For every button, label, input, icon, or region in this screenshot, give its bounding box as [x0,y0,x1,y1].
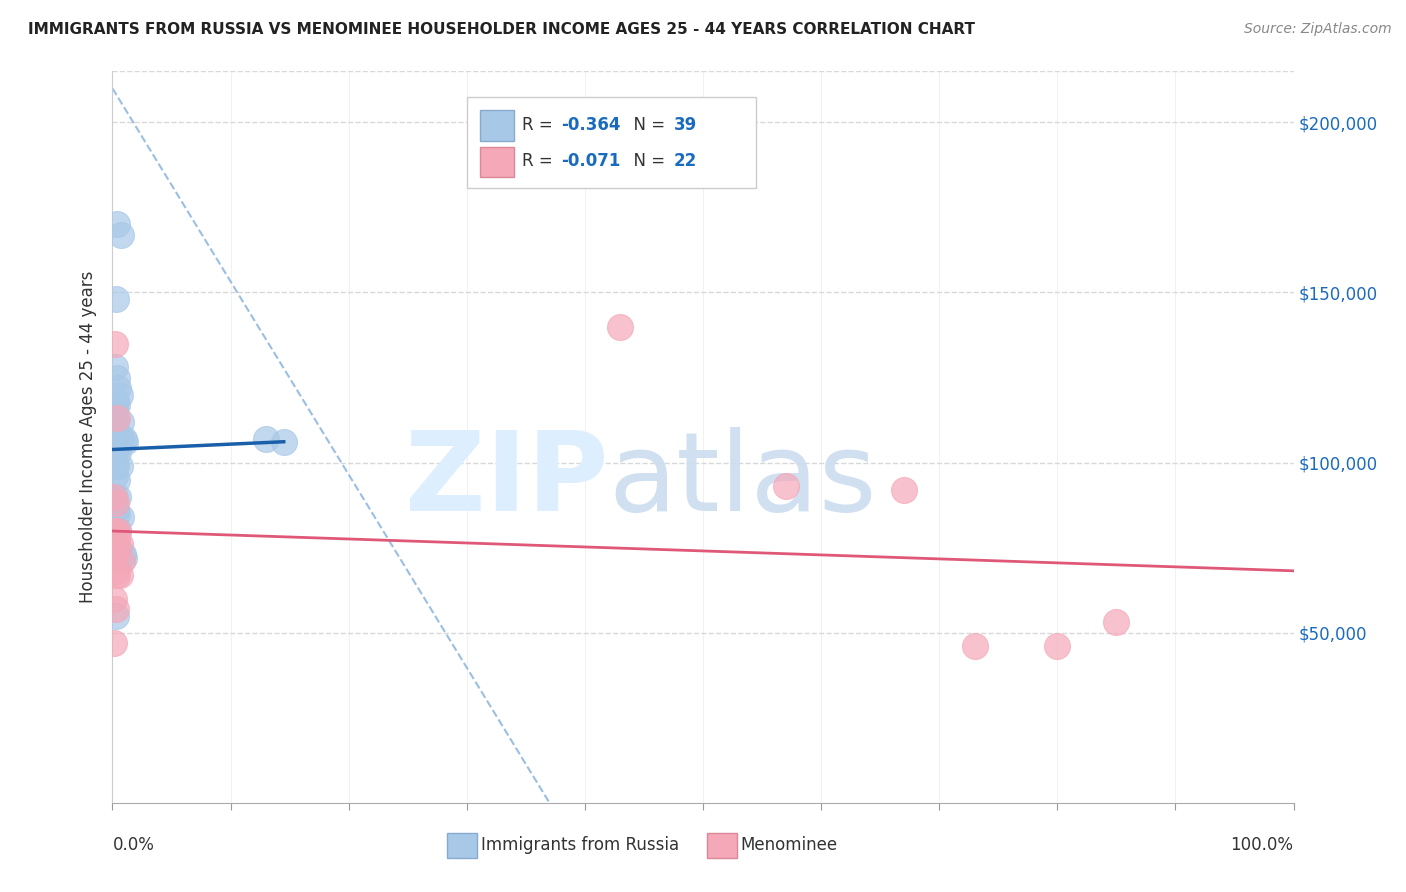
Point [105,608,128,623]
Text: N =: N = [623,116,671,134]
Y-axis label: Householder Income Ages 25 - 44 years: Householder Income Ages 25 - 44 years [79,271,97,603]
Point [114,435,136,450]
Point [107,445,129,459]
Text: 100.0%: 100.0% [1230,836,1294,854]
Point [1105,615,1128,630]
Point [105,398,128,412]
Point [111,554,134,568]
Point [105,428,128,442]
Point [105,458,128,473]
Text: ZIP: ZIP [405,427,609,534]
Point [254,432,277,446]
Point [104,456,127,470]
Point [775,479,797,493]
Point [105,411,128,425]
Point [108,458,131,473]
Text: N =: N = [623,153,671,170]
Point [112,548,135,562]
Point [103,490,125,504]
Point [103,548,125,562]
Point [107,524,129,538]
Point [108,537,131,551]
Text: atlas: atlas [609,427,877,534]
Text: -0.071: -0.071 [561,153,620,170]
Point [112,550,135,565]
Point [110,227,132,242]
Point [104,360,127,375]
Point [105,524,128,538]
Point [105,503,128,517]
Point [893,483,915,497]
Point [609,319,631,334]
FancyBboxPatch shape [447,833,478,858]
Point [110,415,132,429]
Point [105,496,128,510]
Point [107,524,129,538]
Point [105,531,128,545]
Text: R =: R = [522,116,558,134]
Text: 0.0%: 0.0% [112,836,155,854]
Text: 39: 39 [673,116,697,134]
Point [105,567,128,582]
Point [963,640,986,654]
Point [105,602,128,616]
Point [105,218,128,232]
Point [105,442,128,456]
Point [107,381,129,395]
Point [273,435,295,450]
Point [104,524,127,538]
Point [105,565,128,579]
Text: Source: ZipAtlas.com: Source: ZipAtlas.com [1244,22,1392,37]
Text: 22: 22 [673,153,697,170]
FancyBboxPatch shape [479,146,515,178]
Text: R =: R = [522,153,558,170]
Point [104,401,127,416]
Text: -0.364: -0.364 [561,116,621,134]
Point [104,490,127,504]
Point [105,507,128,521]
Point [105,293,128,307]
Point [1046,640,1069,654]
Text: IMMIGRANTS FROM RUSSIA VS MENOMINEE HOUSEHOLDER INCOME AGES 25 - 44 YEARS CORREL: IMMIGRANTS FROM RUSSIA VS MENOMINEE HOUS… [28,22,976,37]
Point [107,490,129,504]
Point [105,533,128,548]
FancyBboxPatch shape [707,833,737,858]
Point [104,336,127,351]
Point [104,541,127,555]
Point [108,567,131,582]
Point [108,387,131,401]
Point [103,591,125,606]
FancyBboxPatch shape [479,110,515,141]
Text: Menominee: Menominee [741,836,838,855]
FancyBboxPatch shape [467,97,756,188]
Point [104,428,127,442]
Point [112,432,135,446]
Point [103,411,125,425]
Text: Immigrants from Russia: Immigrants from Russia [481,836,679,855]
Point [105,370,128,384]
Point [103,524,125,538]
Point [105,394,128,409]
Point [104,469,127,483]
Point [105,544,128,558]
Point [104,550,127,565]
Point [110,510,132,524]
Point [110,432,132,446]
Point [103,636,125,650]
Point [105,473,128,487]
Point [105,415,128,429]
